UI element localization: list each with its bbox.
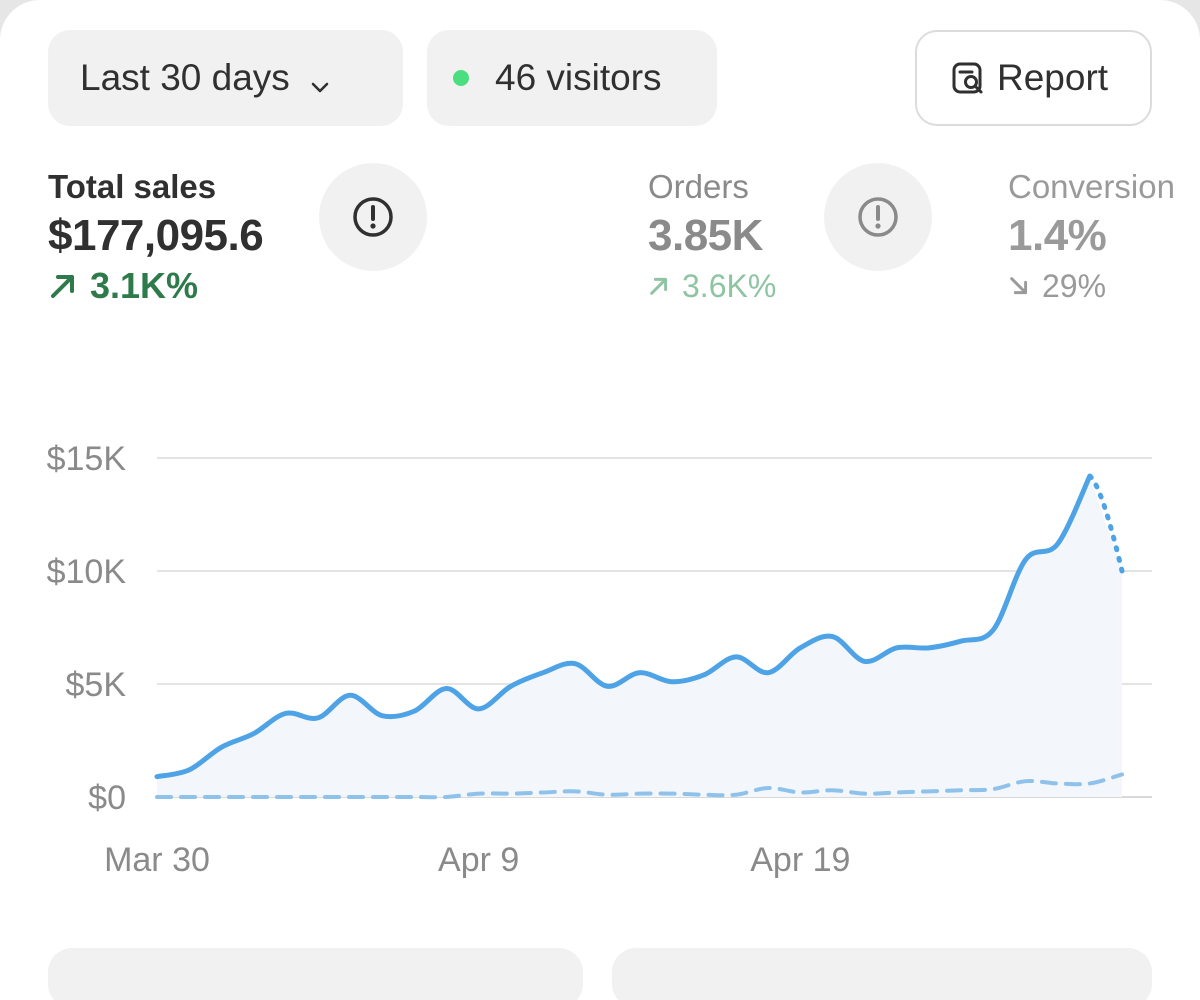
metric-value: $177,095.6 xyxy=(48,211,264,260)
metric-label: Orders xyxy=(648,168,749,205)
metric-change-value: 3.1K% xyxy=(90,265,199,306)
metric-label: Conversion xyxy=(1008,168,1175,205)
metric-change: 3.1K% xyxy=(48,264,263,308)
date-range-label: Last 30 days xyxy=(80,57,290,98)
total-sales-info-button[interactable] xyxy=(319,163,427,271)
metric-value: 3.85K xyxy=(648,211,763,260)
conversion-metric[interactable]: Conversion 1.4% 29% xyxy=(1008,168,1175,308)
chevron-down-icon xyxy=(308,66,332,93)
live-status-dot xyxy=(453,70,469,86)
y-tick-label: $5K xyxy=(66,666,127,704)
sales-line-chart: $15K $10K $5K $0 Mar 30 Apr 9 Apr 19 xyxy=(47,440,1152,879)
bottom-card-right[interactable] xyxy=(612,948,1152,1000)
arrow-down-right-icon xyxy=(1010,277,1028,295)
metric-change: 3.6K% xyxy=(648,264,776,308)
y-tick-label: $10K xyxy=(47,553,127,591)
arrow-up-right-icon xyxy=(650,277,668,295)
sales-area-fill xyxy=(157,476,1122,797)
orders-metric[interactable]: Orders 3.85K 3.6K% xyxy=(648,168,776,308)
metric-value: 1.4% xyxy=(1008,211,1107,260)
y-tick-label: $0 xyxy=(88,779,126,817)
y-tick-label: $15K xyxy=(47,440,127,478)
exclamation-circle-icon xyxy=(858,197,898,237)
metric-label: Total sales xyxy=(48,168,217,205)
metric-change: 29% xyxy=(1008,264,1175,308)
x-tick-label: Mar 30 xyxy=(104,841,210,879)
report-button[interactable]: Report xyxy=(915,30,1152,126)
live-visitors-button[interactable]: 46 visitors xyxy=(427,30,717,126)
report-search-icon xyxy=(952,62,983,94)
date-range-dropdown[interactable]: Last 30 days xyxy=(48,30,403,126)
total-sales-metric[interactable]: Total sales $177,095.6 3.1K% xyxy=(48,168,264,308)
report-label: Report xyxy=(997,57,1109,98)
metric-change-value: 29% xyxy=(1042,268,1107,304)
visitors-label: 46 visitors xyxy=(495,57,662,98)
x-tick-label: Apr 19 xyxy=(750,841,850,879)
arrow-up-right-icon xyxy=(51,275,74,298)
bottom-card-left[interactable] xyxy=(48,948,583,1000)
x-tick-label: Apr 9 xyxy=(438,841,519,879)
exclamation-circle-icon xyxy=(353,197,393,237)
previous-period-line xyxy=(155,772,1124,800)
sales-line xyxy=(154,473,1093,780)
metric-change-value: 3.6K% xyxy=(682,268,777,304)
orders-info-button[interactable] xyxy=(824,163,932,271)
sales-projection-line xyxy=(1087,473,1125,574)
